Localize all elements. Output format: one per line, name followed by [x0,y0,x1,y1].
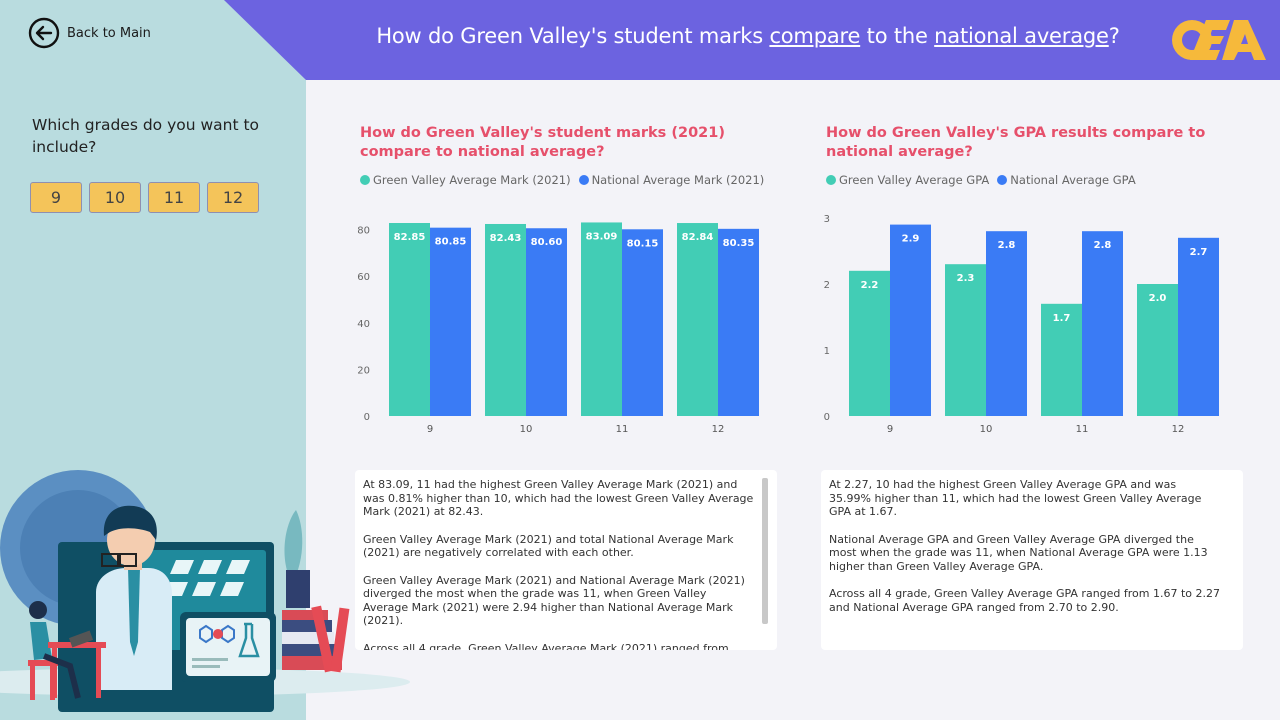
bar [849,270,890,416]
y-tick-label: 40 [357,319,370,330]
bar [1137,284,1178,416]
data-label: 2.7 [1190,247,1208,258]
data-label: 82.84 [682,232,714,243]
legend-dot-blue [578,175,589,185]
x-tick-label: 11 [1076,424,1089,435]
legend-dot-green [360,175,370,185]
data-label: 82.43 [490,233,522,244]
back-label: Back to Main [67,25,151,41]
page-title: How do Green Valley's student marks comp… [376,24,1120,48]
insight-paragraph: Green Valley Average Mark (2021) and Nat… [363,573,745,628]
y-tick-label: 1 [824,346,830,357]
bar [986,231,1027,416]
x-tick-label: 12 [712,424,725,435]
data-label: 2.8 [1094,240,1112,251]
legend-label: Green Valley Average GPA [839,173,990,187]
grade-chip-12[interactable]: 12 [207,182,259,213]
back-arrow-icon [28,17,60,49]
legend-label: Green Valley Average Mark (2021) [373,173,571,187]
insight-paragraph: Green Valley Average Mark (2021) and tot… [363,532,734,560]
y-tick-label: 80 [357,226,370,237]
data-label: 2.3 [957,273,975,284]
y-tick-label: 0 [364,412,370,423]
data-label: 80.35 [723,238,755,249]
data-label: 82.85 [394,232,426,243]
filter-question: Which grades do you want to include? [32,116,260,156]
bar [890,224,931,416]
data-label: 83.09 [586,231,618,242]
bar [1082,231,1123,416]
insight-paragraph: Across all 4 grade, Green Valley Average… [829,587,1221,614]
x-tick-label: 12 [1172,424,1185,435]
teacher-illustration [0,470,410,712]
data-label: 2.2 [861,280,879,291]
bar [1041,303,1082,416]
bar [526,228,567,416]
x-tick-label: 11 [616,424,629,435]
legend-label: National Average GPA [1010,173,1136,187]
grade-chip-9[interactable]: 9 [30,182,82,213]
gpa-insight-box: At 2.27, 10 had the highest Green Valley… [821,470,1243,650]
data-label: 2.0 [1149,293,1167,304]
grade-chip-11[interactable]: 11 [148,182,200,213]
data-label: 2.8 [998,240,1016,251]
y-tick-label: 20 [357,365,370,376]
x-tick-label: 10 [980,424,993,435]
legend-dot-blue [997,175,1008,185]
gpa-legend: Green Valley Average GPA National Averag… [826,173,1144,187]
data-label: 80.15 [627,238,659,249]
bar [718,228,759,416]
data-label: 2.9 [902,234,920,245]
bar [677,223,718,416]
insight-scrollbar[interactable] [762,478,768,624]
bar [389,223,430,416]
y-tick-label: 3 [824,214,830,225]
marks-insight-text: At 83.09, 11 had the highest Green Valle… [363,478,755,650]
y-tick-label: 0 [824,412,830,423]
back-to-main-button[interactable]: Back to Main [28,17,151,49]
legend-label: National Average Mark (2021) [591,173,765,187]
bar [485,223,526,416]
legend-item-blue[interactable]: National Average Mark (2021) [578,173,765,187]
grade-filter: 9 10 11 12 [30,182,259,213]
header: Back to Main How do Green Valley's stude… [0,0,1280,80]
data-label: 1.7 [1053,313,1071,324]
legend-item-blue[interactable]: National Average GPA [997,173,1136,187]
insight-paragraph: At 2.27, 10 had the highest Green Valley… [829,478,1202,518]
header-band [224,0,1280,80]
x-tick-label: 10 [520,424,533,435]
legend-item-green[interactable]: Green Valley Average GPA [826,173,989,187]
legend-item-green[interactable]: Green Valley Average Mark (2021) [360,173,571,187]
bar [622,229,663,416]
data-label: 80.60 [531,237,563,248]
y-tick-label: 60 [357,272,370,283]
grade-chip-10[interactable]: 10 [89,182,141,213]
marks-legend: Green Valley Average Mark (2021) Nationa… [360,173,772,187]
x-tick-label: 9 [887,424,893,435]
insight-paragraph: At 83.09, 11 had the highest Green Valle… [363,478,754,518]
gpa-chart-title: How do Green Valley's GPA results compar… [826,125,1206,160]
bar [581,222,622,416]
y-tick-label: 2 [824,280,830,291]
x-tick-label: 9 [427,424,433,435]
oea-logo [1172,20,1266,60]
data-label: 80.85 [435,237,467,248]
bar [1178,237,1219,416]
insight-paragraph: National Average GPA and Green Valley Av… [829,532,1208,573]
marks-chart-title: How do Green Valley's student marks (202… [360,125,725,160]
legend-dot-green [826,175,836,185]
bar [945,264,986,416]
gpa-insight-text: At 2.27, 10 had the highest Green Valley… [829,478,1221,628]
marks-insight-box[interactable]: At 83.09, 11 had the highest Green Valle… [355,470,777,650]
marks-bar-chart: 0 20 40 60 80 82.85 80.85 9 82.43 80.60 10 83.09 80.… [357,222,759,435]
insight-paragraph: Across all 4 grade, Green Valley Average… [363,641,729,651]
bar [430,227,471,416]
